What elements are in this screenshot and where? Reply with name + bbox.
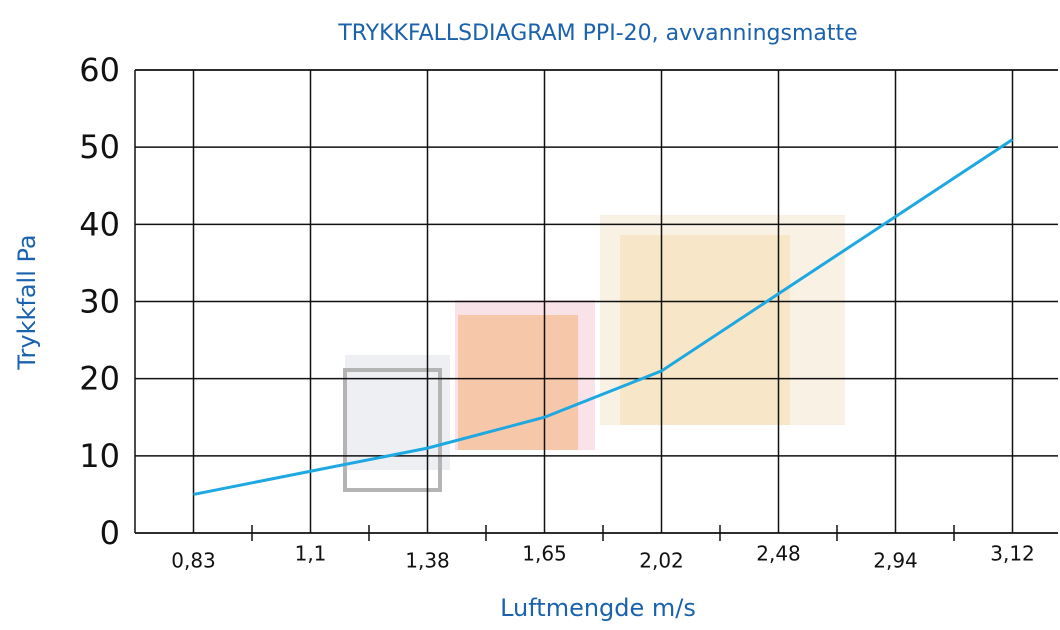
y-tick-label: 0 bbox=[100, 514, 120, 552]
x-tick-label: 2,02 bbox=[639, 549, 684, 573]
x-tick-label: 3,12 bbox=[990, 542, 1035, 566]
y-tick-label: 60 bbox=[79, 51, 120, 89]
y-tick-label: 40 bbox=[79, 205, 120, 243]
y-tick-label: 50 bbox=[79, 128, 120, 166]
filter-large-front bbox=[620, 235, 790, 425]
y-tick-label: 30 bbox=[79, 283, 120, 321]
y-tick-label: 20 bbox=[79, 360, 120, 398]
x-tick-label: 0,83 bbox=[171, 549, 216, 573]
x-tick-label: 1,1 bbox=[295, 542, 327, 566]
y-axis-title: Trykkfall Pa bbox=[13, 234, 41, 370]
x-tick-label: 1,38 bbox=[405, 549, 450, 573]
filter-medium bbox=[458, 315, 578, 450]
chart: TRYKKFALLSDIAGRAM PPI-20, avvanningsmatt… bbox=[0, 0, 1060, 630]
chart-title: TRYKKFALLSDIAGRAM PPI-20, avvanningsmatt… bbox=[337, 21, 857, 46]
x-tick-label: 2,94 bbox=[873, 549, 918, 573]
y-tick-label: 10 bbox=[79, 437, 120, 475]
x-tick-label: 2,48 bbox=[756, 542, 801, 566]
x-axis-title: Luftmengde m/s bbox=[500, 594, 696, 622]
x-tick-label: 1,65 bbox=[522, 542, 567, 566]
